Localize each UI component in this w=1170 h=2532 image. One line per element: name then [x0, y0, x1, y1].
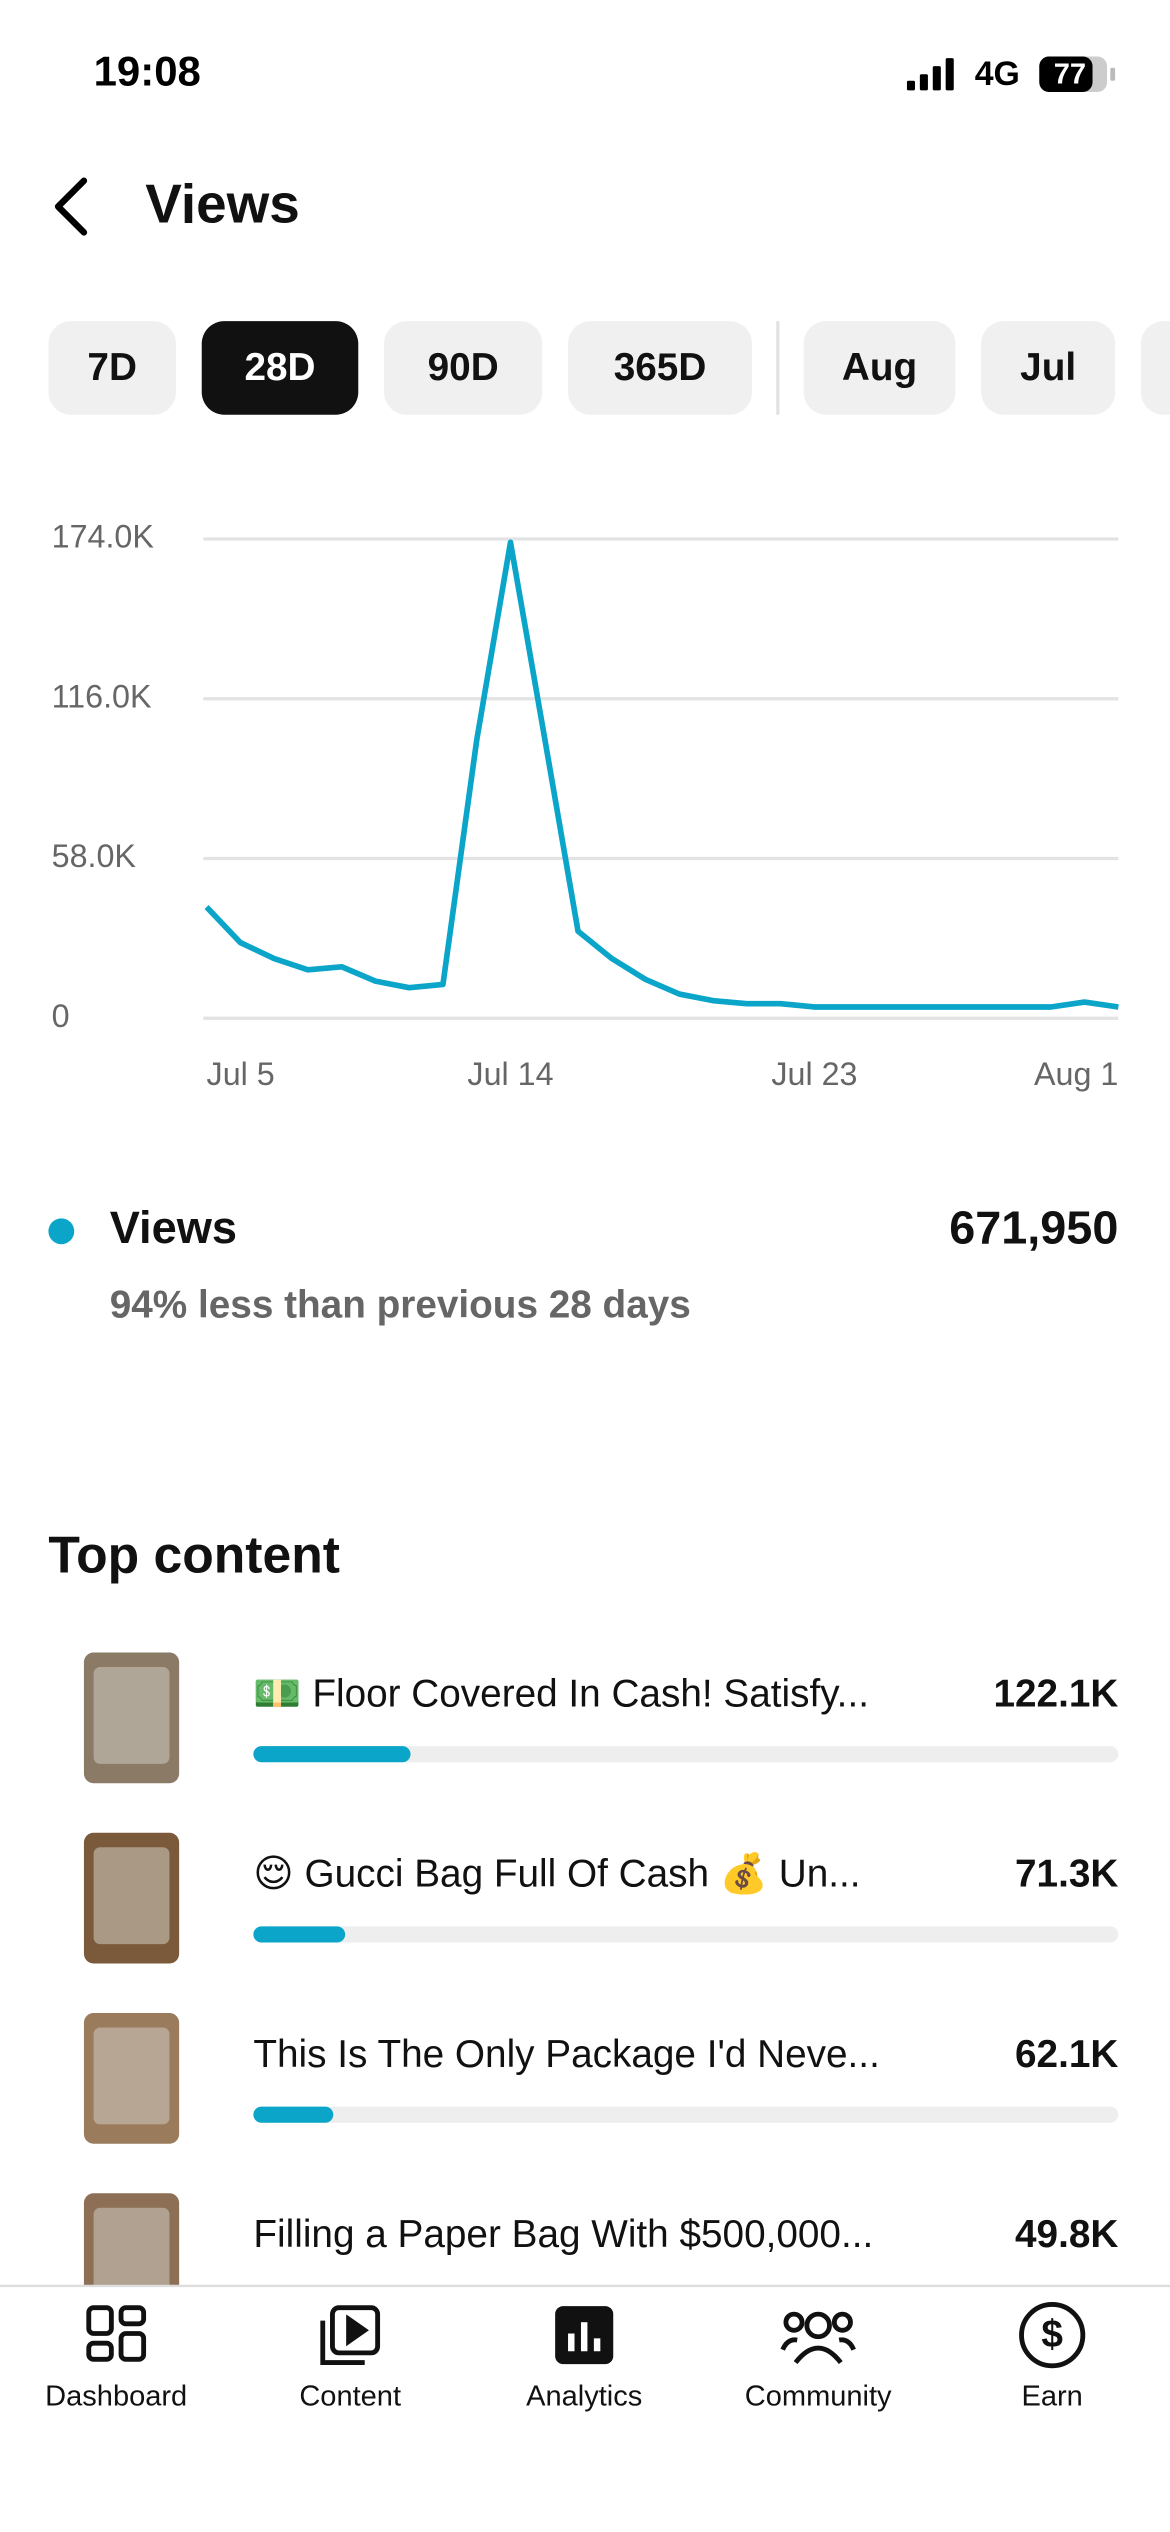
page-title: Views [145, 173, 300, 235]
nav-icon-earn[interactable]: $ [1019, 2302, 1086, 2369]
x-tick-label: Jul 23 [771, 1056, 857, 1092]
nav-label[interactable]: Dashboard [45, 2381, 187, 2413]
thumbnail-highlight [93, 2207, 170, 2305]
tab-label[interactable]: Jul [1020, 346, 1076, 389]
progress-bar [253, 2106, 334, 2123]
progress-track [253, 1746, 1119, 1763]
battery-icon [1039, 56, 1116, 92]
y-tick-label: 174.0K [52, 519, 155, 555]
x-tick-label: Jul 5 [207, 1056, 275, 1092]
tab-label[interactable]: Aug [842, 346, 917, 389]
y-tick-label: 116.0K [52, 678, 152, 714]
progress-track [253, 1926, 1119, 1943]
content-title[interactable]: 😌 Gucci Bag Full Of Cash 💰 Un... [253, 1851, 860, 1897]
status-time: 19:08 [94, 47, 201, 94]
tab-label[interactable]: 90D [428, 346, 499, 389]
tab[interactable] [201, 321, 359, 415]
line-series [204, 539, 1119, 1010]
progress-bar [253, 1746, 411, 1763]
content-views: 122.1K [993, 1672, 1118, 1715]
svg-text:$: $ [1041, 2313, 1063, 2356]
x-tick-label: Jul 14 [467, 1056, 553, 1092]
nav-icon-community[interactable] [780, 2311, 856, 2365]
back-button[interactable] [54, 177, 88, 236]
status-network: 4G [975, 55, 1020, 93]
content-views: 71.3K [1015, 1853, 1118, 1896]
signal-icon [906, 58, 954, 91]
tab[interactable] [568, 321, 753, 415]
tab-partial[interactable] [1140, 321, 1170, 415]
y-tick-label: 0 [52, 998, 70, 1034]
legend-label: Views [110, 1202, 237, 1253]
nav-label[interactable]: Analytics [526, 2381, 642, 2413]
thumbnail-highlight [93, 2027, 170, 2125]
section-title: Top content [48, 1526, 340, 1584]
x-tick-label: Aug 1 [1034, 1056, 1118, 1092]
content-title[interactable]: This Is The Only Package I'd Neve... [253, 2033, 879, 2076]
y-tick-label: 58.0K [52, 838, 137, 874]
comparison: 94% less than previous 28 days [110, 1283, 691, 1326]
battery-level: 77 [1054, 59, 1086, 91]
nav-icon-dashboard[interactable] [86, 2305, 147, 2362]
bottom-nav: $ Dashboard Content Analytics Community Earn [0, 2284, 1170, 2532]
tab[interactable] [981, 321, 1116, 415]
tab[interactable] [48, 321, 176, 415]
total-views: 671,950 [949, 1202, 1118, 1254]
period-tabs: 7D 28D 90D 365D Aug Jul [48, 321, 1116, 415]
progress-bar [253, 1926, 346, 1943]
thumbnail-highlight [93, 1847, 170, 1945]
nav-label[interactable]: Earn [1022, 2381, 1083, 2413]
nav-icon-content[interactable] [320, 2305, 381, 2365]
nav-label[interactable]: Community [745, 2381, 892, 2413]
nav-label[interactable]: Content [299, 2381, 401, 2413]
tab[interactable] [803, 321, 956, 415]
thumbnail-highlight [93, 1667, 170, 1764]
content-views: 62.1K [1015, 2033, 1118, 2076]
nav-icon-analytics[interactable] [555, 2306, 614, 2365]
views-chart: 0 58.0K 116.0K 174.0K Jul 5 Jul 14 Jul 23 Aug 1 [52, 519, 1119, 1092]
tab-label[interactable]: 28D [244, 346, 315, 389]
legend-dot [48, 1218, 75, 1245]
content-views: 49.8K [1015, 2213, 1118, 2256]
content-title[interactable]: Filling a Paper Bag With $500,000... [253, 2213, 873, 2256]
tab[interactable] [384, 321, 543, 415]
progress-track [253, 2106, 1119, 2123]
tab-label[interactable]: 7D [87, 346, 136, 389]
tab-label[interactable]: 365D [614, 346, 707, 389]
top-content-list: 💵 Floor Covered In Cash! Satisfy... 122.1… [83, 1652, 1119, 2324]
content-title[interactable]: 💵 Floor Covered In Cash! Satisfy... [253, 1672, 869, 1715]
